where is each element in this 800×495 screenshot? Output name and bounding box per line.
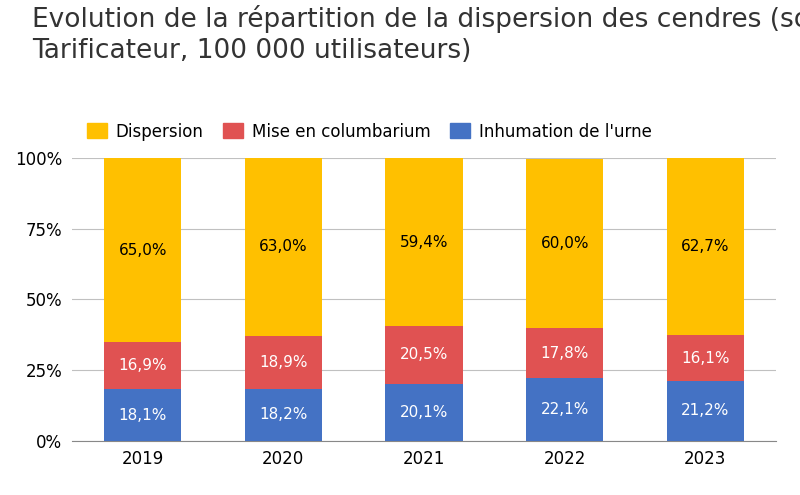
Text: 62,7%: 62,7% (681, 240, 730, 254)
Bar (526, 328, 603, 378)
Text: 16,9%: 16,9% (118, 358, 167, 373)
Bar (245, 158, 322, 336)
Bar (104, 158, 182, 342)
Bar (666, 335, 744, 381)
Text: Evolution de la répartition de la dispersion des cendres (source:
Tarificateur, : Evolution de la répartition de la disper… (32, 5, 800, 64)
Text: 20,5%: 20,5% (400, 347, 448, 362)
Bar (386, 158, 462, 326)
Text: 18,1%: 18,1% (118, 407, 167, 423)
Bar (245, 389, 322, 441)
Text: 63,0%: 63,0% (259, 240, 308, 254)
Bar (526, 378, 603, 441)
Text: 60,0%: 60,0% (541, 236, 589, 251)
Bar (386, 384, 462, 441)
Text: 59,4%: 59,4% (400, 235, 448, 249)
Bar (386, 326, 462, 384)
Text: 16,1%: 16,1% (681, 350, 730, 365)
Text: 17,8%: 17,8% (541, 346, 589, 360)
Text: 20,1%: 20,1% (400, 405, 448, 420)
Bar (526, 159, 603, 328)
Bar (104, 342, 182, 390)
Text: 65,0%: 65,0% (118, 243, 167, 257)
Text: 18,2%: 18,2% (259, 407, 307, 422)
Bar (104, 390, 182, 441)
Bar (666, 381, 744, 441)
Text: 22,1%: 22,1% (541, 402, 589, 417)
Bar (245, 336, 322, 389)
Text: 18,9%: 18,9% (259, 355, 307, 370)
Legend: Dispersion, Mise en columbarium, Inhumation de l'urne: Dispersion, Mise en columbarium, Inhumat… (80, 116, 658, 148)
Bar (666, 158, 744, 335)
Text: 21,2%: 21,2% (681, 403, 730, 418)
